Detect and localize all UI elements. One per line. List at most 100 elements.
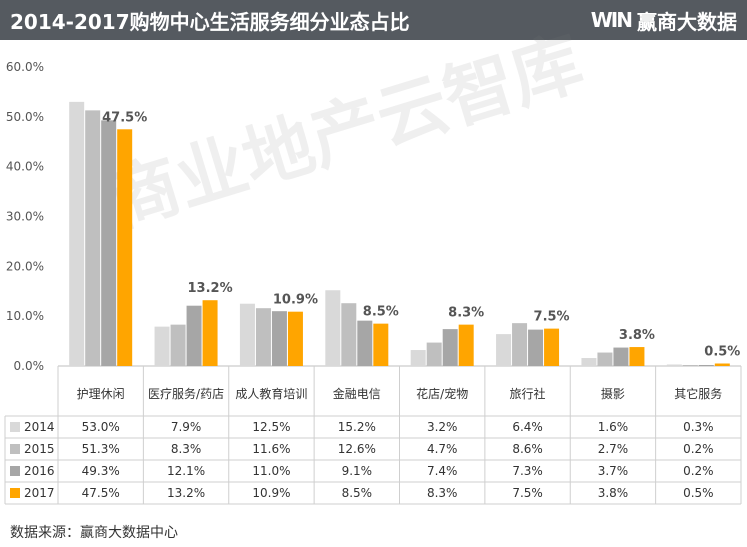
table-cell: 11.0% [252, 464, 290, 478]
bar-2017-4 [458, 324, 474, 366]
legend-label-2017: 2017 [24, 486, 55, 500]
data-label-1: 13.2% [188, 281, 233, 296]
data-label-6: 3.8% [619, 328, 655, 343]
bar-2015-1 [170, 324, 186, 366]
table-cell: 47.5% [82, 486, 120, 500]
brand: WIN 赢商大数据 [591, 6, 737, 34]
category-label-0: 护理休闲 [77, 387, 125, 401]
table-cell: 49.3% [82, 464, 120, 478]
table-cell: 51.3% [82, 442, 120, 456]
bar-2015-6 [597, 352, 613, 366]
brand-name: 赢商大数据 [637, 9, 737, 34]
legend-swatch-2014 [10, 422, 20, 432]
bar-2016-2 [271, 311, 287, 366]
data-label-5: 7.5% [534, 310, 570, 325]
bar-2017-5 [544, 328, 560, 366]
brand-logo: WIN [590, 8, 633, 32]
y-tick-label: 10.0% [6, 309, 44, 323]
table-cell: 4.7% [427, 442, 458, 456]
table-cell: 0.5% [683, 486, 714, 500]
data-label-0: 47.5% [102, 110, 147, 125]
table-cell: 8.3% [427, 486, 458, 500]
data-label-2: 10.9% [273, 293, 318, 308]
table-cell: 11.6% [252, 442, 290, 456]
table-cell: 12.6% [338, 442, 376, 456]
y-tick-label: 60.0% [6, 60, 44, 74]
bar-2015-4 [426, 342, 442, 366]
table-cell: 12.5% [252, 420, 290, 434]
bar-2016-7 [698, 365, 714, 366]
bar-2015-2 [255, 308, 271, 366]
category-label-1: 医疗服务/药店 [148, 386, 224, 401]
category-label-7: 其它服务 [674, 386, 722, 401]
bar-2014-7 [666, 364, 682, 366]
table-cell: 3.8% [598, 486, 629, 500]
y-tick-label: 30.0% [6, 210, 44, 224]
legend-label-2016: 2016 [24, 464, 55, 478]
bar-2016-0 [101, 120, 117, 367]
table-cell: 7.4% [427, 464, 458, 478]
table-cell: 7.3% [512, 464, 543, 478]
bar-2016-4 [442, 329, 458, 366]
chart-header: 2014-2017购物中心生活服务细分业态占比 WIN 赢商大数据 [0, 0, 747, 40]
bar-2015-0 [85, 110, 101, 366]
bar-2015-5 [512, 323, 528, 366]
data-label-4: 8.3% [448, 306, 484, 321]
data-source: 数据来源：赢商大数据中心 [10, 525, 178, 541]
table-cell: 53.0% [82, 420, 120, 434]
table-cell: 8.6% [512, 442, 543, 456]
bar-2017-6 [629, 347, 645, 366]
table-cell: 2.7% [598, 442, 629, 456]
table-cell: 7.5% [512, 486, 543, 500]
bar-2017-0 [117, 129, 133, 366]
y-tick-label: 0.0% [14, 359, 45, 373]
table-cell: 15.2% [338, 420, 376, 434]
legend-label-2015: 2015 [24, 442, 55, 456]
bar-2017-1 [202, 300, 218, 366]
table-cell: 1.6% [598, 420, 629, 434]
table-cell: 12.1% [167, 464, 205, 478]
bar-2014-1 [154, 326, 170, 366]
table-cell: 8.3% [171, 442, 202, 456]
bar-2014-6 [581, 358, 597, 366]
bar-2017-2 [287, 311, 303, 366]
chart-title: 2014-2017购物中心生活服务细分业态占比 [10, 10, 410, 34]
bar-2016-3 [357, 320, 373, 366]
legend-swatch-2016 [10, 466, 20, 476]
legend-swatch-2015 [10, 444, 20, 454]
bar-2017-7 [714, 363, 730, 366]
bar-2015-3 [341, 303, 357, 366]
bar-2014-5 [496, 334, 512, 366]
y-tick-label: 50.0% [6, 110, 44, 124]
category-label-5: 旅行社 [510, 386, 546, 401]
table-cell: 8.5% [342, 486, 373, 500]
bar-2014-3 [325, 290, 341, 366]
bar-2014-2 [239, 303, 255, 366]
legend-label-2014: 2014 [24, 420, 55, 434]
table-cell: 3.7% [598, 464, 629, 478]
bar-2014-0 [69, 101, 85, 366]
y-tick-label: 40.0% [6, 160, 44, 174]
table-cell: 6.4% [512, 420, 543, 434]
category-label-3: 金融电信 [333, 386, 381, 401]
data-label-3: 8.5% [363, 305, 399, 320]
bar-2016-6 [613, 347, 629, 366]
table-cell: 9.1% [342, 464, 373, 478]
table-cell: 10.9% [252, 486, 290, 500]
table-cell: 13.2% [167, 486, 205, 500]
table-cell: 0.3% [683, 420, 714, 434]
bar-2014-4 [410, 350, 426, 366]
category-label-2: 成人教育培训 [235, 386, 307, 401]
table-cell: 0.2% [683, 442, 714, 456]
table-cell: 3.2% [427, 420, 458, 434]
data-label-7: 0.5% [704, 345, 740, 360]
table-cell: 0.2% [683, 464, 714, 478]
bar-2016-5 [528, 329, 544, 366]
table-cell: 7.9% [171, 420, 202, 434]
category-label-6: 摄影 [601, 386, 625, 401]
bar-2016-1 [186, 305, 202, 366]
y-tick-label: 20.0% [6, 259, 44, 273]
bar-2015-7 [682, 365, 698, 366]
category-label-4: 花店/宠物 [416, 386, 468, 401]
bar-2017-3 [373, 323, 389, 366]
